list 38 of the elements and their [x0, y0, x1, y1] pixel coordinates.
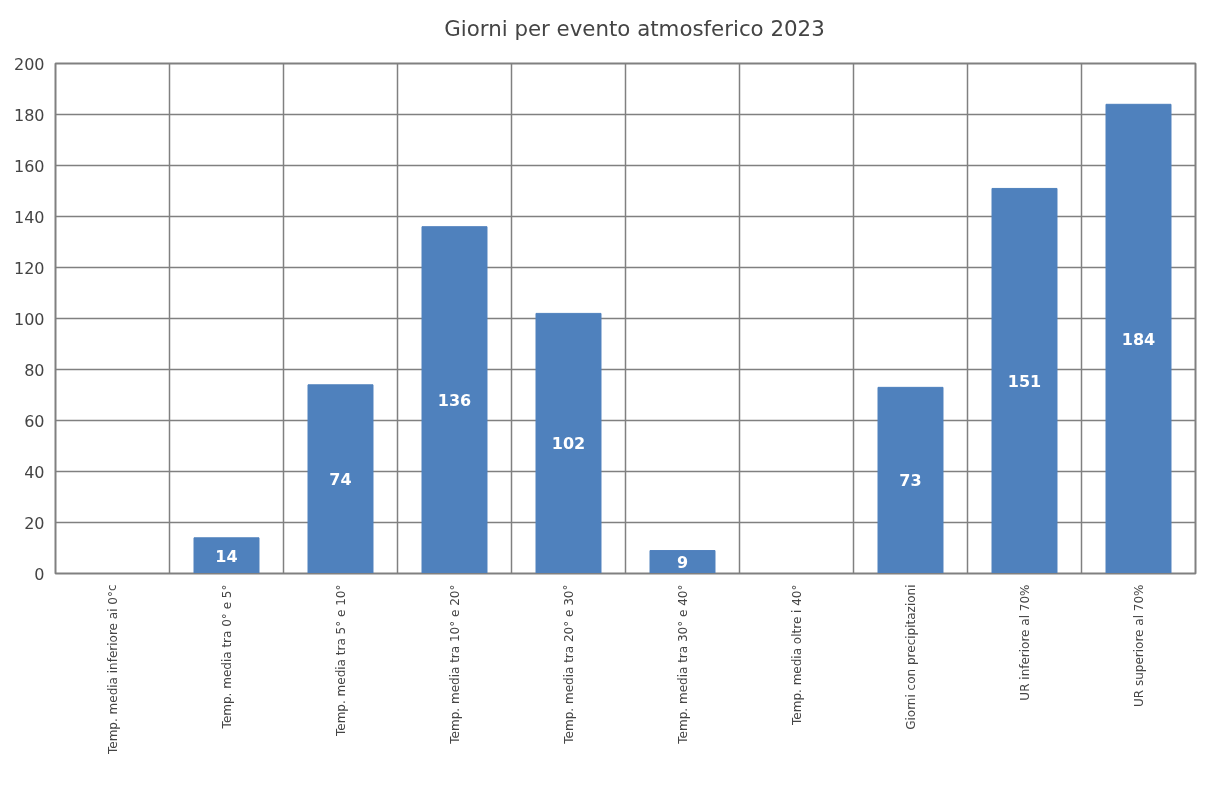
bar — [1105, 103, 1172, 574]
bar — [535, 312, 602, 574]
x-tick-label: Temp. media tra 10° e 20° — [447, 584, 462, 745]
x-tick-label: UR inferiore al 70% — [1017, 584, 1032, 701]
x-tick-label: Temp. media tra 20° e 30° — [561, 584, 576, 745]
bar — [877, 386, 944, 574]
data-label: 136 — [437, 391, 472, 411]
x-tick-label: Temp. media tra 5° e 10° — [333, 584, 348, 738]
y-tick-label: 40 — [24, 462, 45, 482]
x-tick-label: Temp. media oltre i 40° — [789, 584, 804, 726]
x-tick-label: UR superiore al 70% — [1131, 584, 1146, 707]
y-tick-label: 180 — [13, 105, 45, 125]
data-label: 184 — [1121, 329, 1156, 349]
y-tick-label: 140 — [13, 207, 45, 227]
y-tick-label: 20 — [24, 513, 45, 533]
x-tick-label: Temp. media tra 30° e 40° — [675, 584, 690, 745]
y-tick-label: 60 — [24, 411, 45, 431]
x-tick-label: Giorni con precipitazioni — [903, 584, 918, 730]
bar — [991, 187, 1058, 574]
y-tick-label: 200 — [13, 54, 45, 74]
x-tick-label: Temp. media inferiore ai 0°c — [105, 584, 120, 756]
data-label: 9 — [676, 553, 689, 573]
y-tick-label: 160 — [13, 156, 45, 176]
data-label: 74 — [329, 470, 352, 490]
bar — [649, 550, 716, 574]
y-tick-label: 100 — [13, 309, 45, 329]
data-label: 102 — [551, 434, 586, 454]
bar — [193, 537, 260, 574]
text: Giorni per evento atmosferico 2023 — [444, 15, 825, 40]
data-label: 73 — [899, 471, 922, 491]
y-tick-label: 80 — [24, 360, 45, 380]
bar — [421, 226, 488, 574]
data-label: 151 — [1007, 371, 1042, 391]
data-label: 14 — [215, 546, 238, 566]
y-tick-label: 0 — [34, 564, 45, 584]
y-tick-label: 120 — [13, 258, 45, 278]
bar — [307, 384, 374, 574]
x-tick-label: Temp. media tra 0° e 5° — [219, 584, 234, 730]
